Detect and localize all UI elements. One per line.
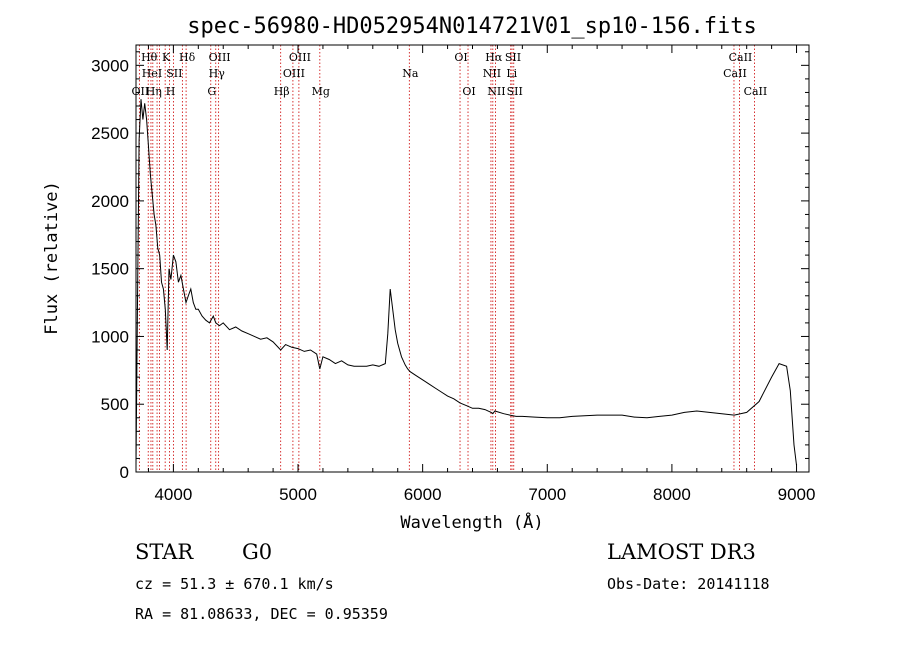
x-tick-label: 4000 — [154, 485, 192, 504]
spectral-marker-lines — [138, 45, 755, 472]
x-tick-label: 7000 — [528, 485, 566, 504]
spectral-line-label: NII — [487, 85, 505, 98]
spectral-line-label: Hα — [485, 51, 503, 64]
obs-date: Obs-Date: 20141118 — [607, 575, 770, 593]
spectral-line-label: OIII — [283, 67, 305, 80]
spectral-line-label: OIII — [209, 51, 231, 64]
spectral-line-label: H — [166, 85, 176, 98]
spectral-line-label: Hβ — [274, 85, 290, 98]
spectral-line-label: Li — [506, 67, 517, 80]
x-tick-label: 5000 — [279, 485, 317, 504]
survey-name: LAMOST DR3 — [607, 540, 756, 564]
spectral-line-label: HeI — [142, 67, 162, 80]
y-tick-label: 3000 — [91, 56, 129, 75]
y-tick-label: 2500 — [91, 124, 129, 143]
spectral-line-label: Hδ — [179, 51, 196, 64]
x-axis-ticks: 4000 5000 6000 7000 8000 9000 — [147, 45, 816, 504]
spectral-line-label: K — [162, 51, 171, 64]
chart-title: spec-56980-HD052954N014721V01_sp10-156.f… — [187, 14, 757, 39]
coordinates: RA = 81.08633, DEC = 0.95359 — [135, 605, 388, 623]
y-tick-label: 2000 — [91, 192, 129, 211]
y-tick-label: 0 — [120, 463, 129, 482]
spectral-line-label: CaII — [744, 85, 768, 98]
spectral-line-label: OIII — [289, 51, 311, 64]
spectral-line-label: NII — [483, 67, 501, 80]
object-class: STAR — [135, 540, 194, 564]
spectral-line-label: G — [207, 85, 216, 98]
spectral-line-label: Hγ — [209, 67, 226, 80]
object-subclass: G0 — [242, 540, 272, 564]
x-tick-label: 8000 — [653, 485, 691, 504]
y-tick-label: 1000 — [91, 327, 129, 346]
spectral-line-label: CaII — [723, 67, 747, 80]
x-tick-label: 6000 — [404, 485, 442, 504]
y-tick-label: 1500 — [91, 260, 129, 279]
spectral-line-label: OI — [462, 85, 475, 98]
x-tick-label: 9000 — [778, 485, 816, 504]
spectral-line-label: Hη — [146, 85, 162, 98]
spectral-line-label: Hθ — [141, 51, 158, 64]
spectral-line-label: SII — [166, 67, 182, 80]
spectral-line-label: SII — [505, 51, 521, 64]
spectrum-series-line — [135, 99, 797, 466]
spectral-line-label: Na — [402, 67, 419, 80]
y-axis-label: Flux (relative) — [42, 181, 62, 335]
y-axis-ticks: 0 500 1000 1500 2000 2500 3000 — [91, 51, 809, 482]
y-tick-label: 500 — [101, 395, 129, 414]
spectral-line-label: CaII — [729, 51, 753, 64]
spectral-line-label: OI — [454, 51, 467, 64]
redshift-readout: cz = 51.3 ± 670.1 km/s — [135, 575, 334, 593]
spectral-line-labels: OIIHθHeIHηKHSIIHδGHγOIIIHβOIIIOIIIMgNaOI… — [132, 51, 768, 98]
spectral-line-label: SII — [507, 85, 523, 98]
x-axis-label: Wavelength (Å) — [400, 511, 543, 533]
spectral-line-label: Mg — [312, 85, 330, 98]
